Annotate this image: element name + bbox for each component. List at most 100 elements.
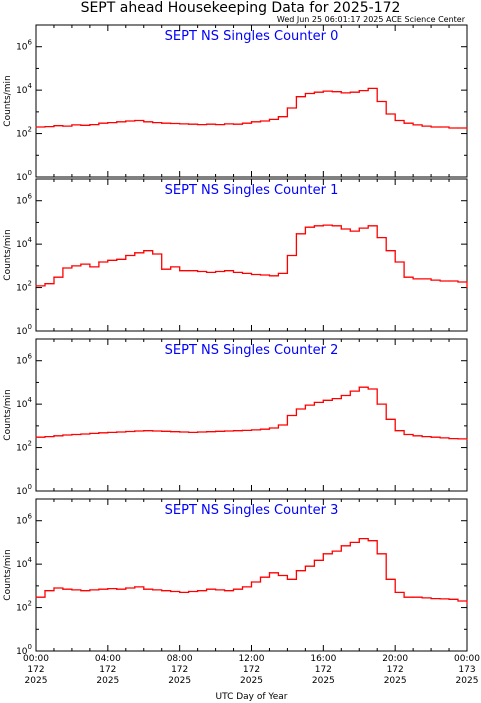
data-point bbox=[152, 122, 154, 124]
y-axis-label: Counts/min bbox=[3, 75, 13, 126]
data-point bbox=[394, 430, 396, 432]
data-point bbox=[107, 122, 109, 124]
plot-frame bbox=[35, 24, 468, 178]
data-point bbox=[80, 124, 82, 126]
data-point bbox=[170, 266, 172, 268]
data-point bbox=[358, 386, 360, 388]
data-point bbox=[259, 274, 262, 276]
y-tick-label: 102 bbox=[16, 280, 32, 294]
data-point bbox=[295, 570, 297, 572]
data-point bbox=[304, 565, 306, 567]
data-point bbox=[197, 270, 199, 273]
data-point bbox=[466, 127, 468, 130]
panel-title: SEPT NS Singles Counter 1 bbox=[165, 183, 339, 198]
x-axis-label: UTC Day of Year bbox=[216, 692, 288, 702]
y-tick-label: 104 bbox=[16, 236, 32, 250]
data-point bbox=[197, 590, 199, 592]
data-point bbox=[152, 253, 154, 255]
x-tick-label: 172 bbox=[243, 665, 260, 675]
data-point bbox=[241, 429, 244, 431]
data-point bbox=[71, 265, 73, 267]
data-point bbox=[170, 122, 172, 125]
data-point bbox=[277, 116, 280, 118]
data-point bbox=[466, 603, 468, 605]
data-point bbox=[250, 121, 253, 123]
data-point bbox=[340, 545, 342, 547]
y-tick-label: 104 bbox=[16, 556, 32, 570]
data-point bbox=[35, 596, 37, 598]
data-point bbox=[331, 91, 333, 93]
data-point bbox=[232, 123, 235, 125]
data-point bbox=[385, 250, 387, 252]
data-point bbox=[349, 91, 351, 93]
data-point bbox=[286, 414, 289, 417]
x-tick-label: 173 bbox=[458, 665, 475, 675]
data-point bbox=[286, 254, 289, 257]
data-point bbox=[89, 266, 91, 268]
data-point bbox=[71, 124, 73, 126]
data-point bbox=[35, 436, 37, 438]
y-tick-label: 102 bbox=[16, 126, 32, 140]
data-point bbox=[340, 92, 342, 94]
x-tick-label: 2025 bbox=[456, 676, 479, 686]
y-tick-label: 100 bbox=[16, 643, 32, 657]
data-point bbox=[421, 436, 423, 438]
data-point bbox=[107, 431, 109, 433]
data-point bbox=[161, 590, 163, 592]
data-point bbox=[152, 589, 154, 591]
data-point bbox=[143, 588, 145, 590]
data-point bbox=[35, 285, 37, 287]
data-point bbox=[134, 252, 136, 254]
data-point bbox=[125, 120, 127, 122]
data-point bbox=[98, 432, 100, 434]
y-tick-label: 106 bbox=[16, 353, 32, 367]
data-point bbox=[250, 429, 253, 431]
data-point bbox=[439, 598, 441, 600]
data-point bbox=[80, 433, 82, 435]
data-point bbox=[62, 588, 64, 590]
data-point bbox=[439, 280, 441, 282]
data-point bbox=[44, 283, 46, 285]
generation-timestamp: Wed Jun 25 06:01:17 2025 ACE Science Cen… bbox=[276, 15, 465, 24]
x-tick-label: 2025 bbox=[384, 676, 407, 686]
series-line bbox=[36, 224, 468, 288]
data-point bbox=[214, 430, 217, 432]
data-point bbox=[322, 224, 324, 226]
data-point bbox=[394, 261, 396, 263]
data-point bbox=[44, 590, 46, 592]
data-point bbox=[268, 275, 271, 277]
data-point bbox=[466, 438, 468, 440]
data-point bbox=[430, 597, 432, 600]
data-point bbox=[466, 286, 468, 289]
data-point bbox=[394, 119, 396, 122]
data-point bbox=[206, 271, 208, 273]
data-point bbox=[430, 279, 432, 281]
data-point bbox=[89, 432, 91, 434]
data-point bbox=[430, 126, 432, 128]
data-point bbox=[241, 122, 244, 124]
data-point bbox=[295, 408, 297, 410]
data-point bbox=[412, 435, 414, 437]
data-point bbox=[206, 588, 208, 590]
data-point bbox=[161, 268, 163, 270]
chart-panel-1: SEPT NS Singles Counter 1 100 102 104 106 Cou… bbox=[3, 178, 468, 337]
series-line bbox=[36, 537, 468, 604]
data-point bbox=[439, 437, 441, 439]
data-point bbox=[223, 590, 226, 592]
data-point bbox=[116, 431, 118, 433]
x-tick-label: 12:00 bbox=[239, 654, 265, 664]
data-point bbox=[313, 401, 315, 404]
data-point bbox=[313, 225, 315, 227]
y-tick-label: 102 bbox=[16, 440, 32, 454]
data-point bbox=[376, 100, 378, 103]
data-point bbox=[152, 430, 154, 432]
y-tick-label: 106 bbox=[16, 193, 32, 207]
data-point bbox=[358, 90, 360, 92]
data-point bbox=[322, 553, 324, 555]
data-point bbox=[53, 587, 55, 589]
data-point bbox=[457, 438, 459, 440]
data-point bbox=[188, 123, 190, 125]
data-point bbox=[349, 230, 351, 232]
data-point bbox=[322, 90, 324, 92]
data-point bbox=[412, 124, 414, 126]
